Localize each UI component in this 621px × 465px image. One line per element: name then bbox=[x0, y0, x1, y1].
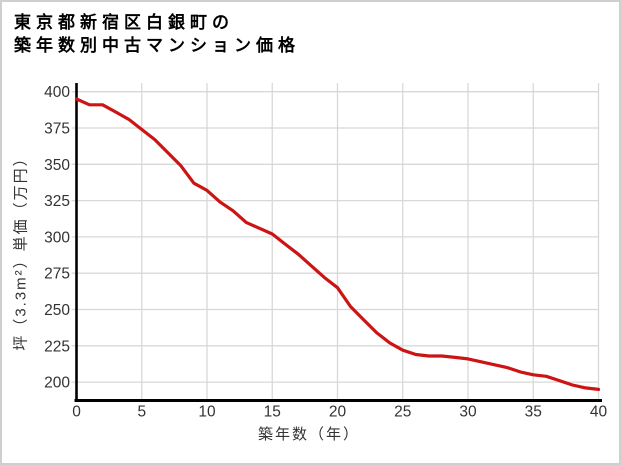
y-tick-label: 350 bbox=[44, 157, 70, 174]
y-tick-label: 375 bbox=[44, 121, 70, 138]
x-tick-label: 30 bbox=[459, 404, 477, 421]
x-tick-label: 15 bbox=[264, 404, 281, 421]
x-tick-label: 5 bbox=[137, 404, 146, 421]
x-tick-label: 40 bbox=[590, 404, 608, 421]
x-tick-label: 25 bbox=[394, 404, 411, 421]
chart-title-line2: 築年数別中古マンション価格 bbox=[14, 36, 300, 55]
x-tick-label: 10 bbox=[198, 404, 216, 421]
x-tick-label: 0 bbox=[72, 404, 81, 421]
price-line bbox=[74, 97, 601, 391]
x-tick-label: 35 bbox=[525, 404, 542, 421]
y-tick-label: 275 bbox=[44, 266, 70, 283]
chart-title-line1: 東京都新宿区白銀町の bbox=[14, 13, 234, 32]
y-tick-label: 300 bbox=[44, 229, 70, 246]
x-tick-label: 20 bbox=[329, 404, 347, 421]
chart-title: 東京都新宿区白銀町の 築年数別中古マンション価格 bbox=[14, 11, 300, 57]
y-tick-label: 200 bbox=[44, 375, 70, 392]
y-tick-label: 250 bbox=[44, 302, 70, 319]
y-tick-label: 325 bbox=[44, 193, 70, 210]
x-axis-title: 築年数（年） bbox=[257, 426, 361, 443]
y-tick-label: 400 bbox=[44, 84, 70, 101]
y-tick-label: 225 bbox=[44, 338, 70, 355]
